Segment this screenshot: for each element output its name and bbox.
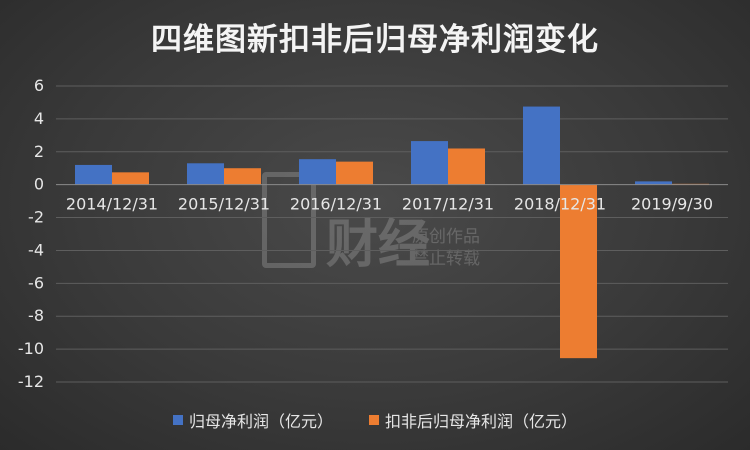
bar-series-2 bbox=[224, 168, 261, 185]
y-tick-label: 0 bbox=[34, 175, 44, 194]
bar-series-2 bbox=[112, 172, 149, 185]
legend-label-series-1: 归母净利润（亿元） bbox=[188, 412, 333, 431]
x-tick-label: 2017/12/31 bbox=[402, 195, 494, 214]
legend-label-series-2: 扣非后归母净利润（亿元） bbox=[385, 412, 578, 431]
y-tick-label: -10 bbox=[18, 339, 44, 358]
y-tick-label: 4 bbox=[34, 109, 44, 128]
x-tick-label: 2018/12/31 bbox=[514, 195, 606, 214]
legend-item-series-2[interactable]: 扣非后归母净利润（亿元） bbox=[369, 408, 577, 432]
bar-series-1 bbox=[75, 164, 112, 185]
y-tick-label: -4 bbox=[28, 240, 44, 259]
bar-series-1 bbox=[187, 163, 224, 185]
chart-legend: 归母净利润（亿元） 扣非后归母净利润（亿元） bbox=[0, 408, 750, 432]
x-tick-label: 2015/12/31 bbox=[178, 195, 270, 214]
bar-series-2 bbox=[336, 161, 373, 185]
legend-swatch-series-2 bbox=[369, 415, 379, 425]
bar-series-2 bbox=[448, 148, 485, 185]
x-tick-label: 2016/12/31 bbox=[290, 195, 382, 214]
x-tick-label: 2019/9/30 bbox=[631, 195, 713, 214]
y-tick-label: -8 bbox=[28, 306, 44, 325]
x-tick-label: 2014/12/31 bbox=[66, 195, 158, 214]
bar-series-1 bbox=[411, 141, 448, 185]
y-tick-label: 2 bbox=[34, 142, 44, 161]
y-tick-label: -12 bbox=[18, 372, 44, 391]
bar-series-1 bbox=[635, 181, 672, 185]
bar-series-1 bbox=[523, 106, 560, 185]
y-tick-label: -6 bbox=[28, 273, 44, 292]
bar-series-1 bbox=[299, 159, 336, 185]
legend-item-series-1[interactable]: 归母净利润（亿元） bbox=[172, 408, 333, 432]
bar-series-2 bbox=[560, 184, 597, 359]
chart-title: 四维图新扣非后归母净利润变化 bbox=[151, 22, 599, 58]
y-tick-label: -2 bbox=[28, 208, 44, 227]
y-tick-label: 6 bbox=[34, 76, 44, 95]
legend-swatch-series-1 bbox=[172, 415, 183, 425]
